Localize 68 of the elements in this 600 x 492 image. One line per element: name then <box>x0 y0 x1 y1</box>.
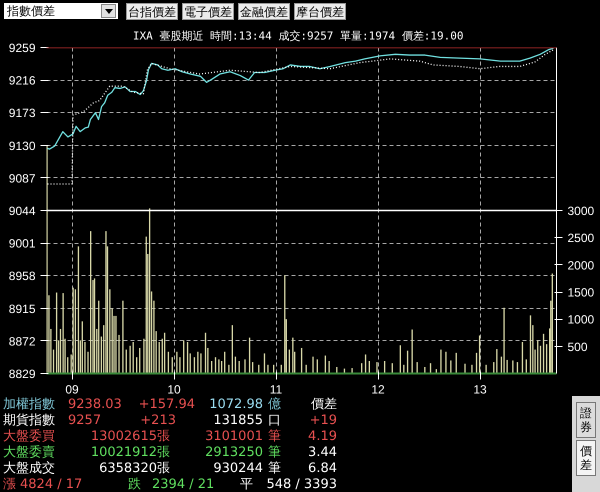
y2-tick-label: 1500 <box>568 286 595 300</box>
text: 台指價差 <box>126 3 178 20</box>
text: 筆 <box>268 429 281 444</box>
text: +213 <box>140 413 176 428</box>
y-tick-label: 9173 <box>8 106 36 120</box>
text: 大盤委賣 <box>3 445 55 460</box>
text: 131855 <box>213 413 263 428</box>
y2-tick-label: 500 <box>568 340 588 354</box>
y2-tick-label: 2500 <box>568 231 595 246</box>
text: 加權指數 <box>3 397 55 412</box>
text: 價差 <box>576 440 596 476</box>
text: 3101001 <box>205 429 263 444</box>
y-tick-label: 8872 <box>8 334 36 348</box>
text: 大盤成交 <box>3 461 55 476</box>
x-tick-label: 13 <box>473 382 487 396</box>
text: 4824 / 17 <box>20 477 82 492</box>
text: 期貨指數 <box>3 413 55 428</box>
text: 13002615 <box>90 429 157 444</box>
y-tick-label: 9087 <box>8 171 36 186</box>
text: 6358320 <box>99 461 157 476</box>
y-tick-label: 9259 <box>8 41 36 55</box>
line-series <box>46 48 554 150</box>
text: 摩台價差 <box>294 3 346 20</box>
text: 張 <box>157 429 170 444</box>
text: 指數價差 <box>4 3 118 19</box>
text: 漲 <box>3 477 16 492</box>
text: 電子價差 <box>182 3 234 20</box>
text: 2913250 <box>205 445 263 460</box>
text: 筆 <box>268 461 281 476</box>
y-tick-label: 9216 <box>8 74 36 88</box>
text: 9238.03 <box>68 397 122 412</box>
x-tick-label: 12 <box>371 382 385 396</box>
x-tick-label: 10 <box>167 382 181 396</box>
y-tick-label: 9044 <box>8 204 36 218</box>
y-tick-label: 9001 <box>8 236 36 251</box>
y-tick-label: 9130 <box>8 138 36 153</box>
y-tick-label: 8829 <box>8 367 36 381</box>
text: 億 <box>268 397 281 412</box>
text: 9257 <box>68 413 102 428</box>
y2-tick-label: 3000 <box>568 204 595 218</box>
text: 張 <box>157 461 170 476</box>
text: +157.94 <box>138 397 195 412</box>
text: 口 <box>268 413 281 428</box>
text: 大盤委買 <box>3 429 55 444</box>
line-series <box>46 49 554 185</box>
x-tick-label: 09 <box>65 382 79 396</box>
text: 10021912 <box>90 445 157 460</box>
text: 4.19 <box>308 429 337 444</box>
y-tick-label: 8958 <box>8 269 36 284</box>
text: 平 <box>240 477 253 492</box>
y-tick-label: 8915 <box>8 302 36 316</box>
chart-title: IXA 臺股期近 時間:13:44 成交:9257 單量:1974 價差:19.00 <box>132 30 464 42</box>
text: 2394 / 21 <box>152 477 214 492</box>
text: +19 <box>310 413 337 428</box>
text: 證券 <box>576 402 596 438</box>
text: 6.84 <box>308 461 337 476</box>
text: 1072.98 <box>209 397 263 412</box>
text: 張 <box>157 445 170 460</box>
y2-tick-label: 1000 <box>568 312 595 327</box>
text: 跌 <box>128 477 141 492</box>
text: 金融價差 <box>238 3 290 20</box>
text: 3.44 <box>308 445 337 460</box>
text: 548 / 3393 <box>266 477 337 492</box>
text: 930244 <box>213 461 263 476</box>
x-tick-label: 11 <box>270 382 283 396</box>
text: 價差 <box>311 397 337 412</box>
text: 筆 <box>268 445 281 460</box>
y2-tick-label: 2000 <box>568 258 595 272</box>
